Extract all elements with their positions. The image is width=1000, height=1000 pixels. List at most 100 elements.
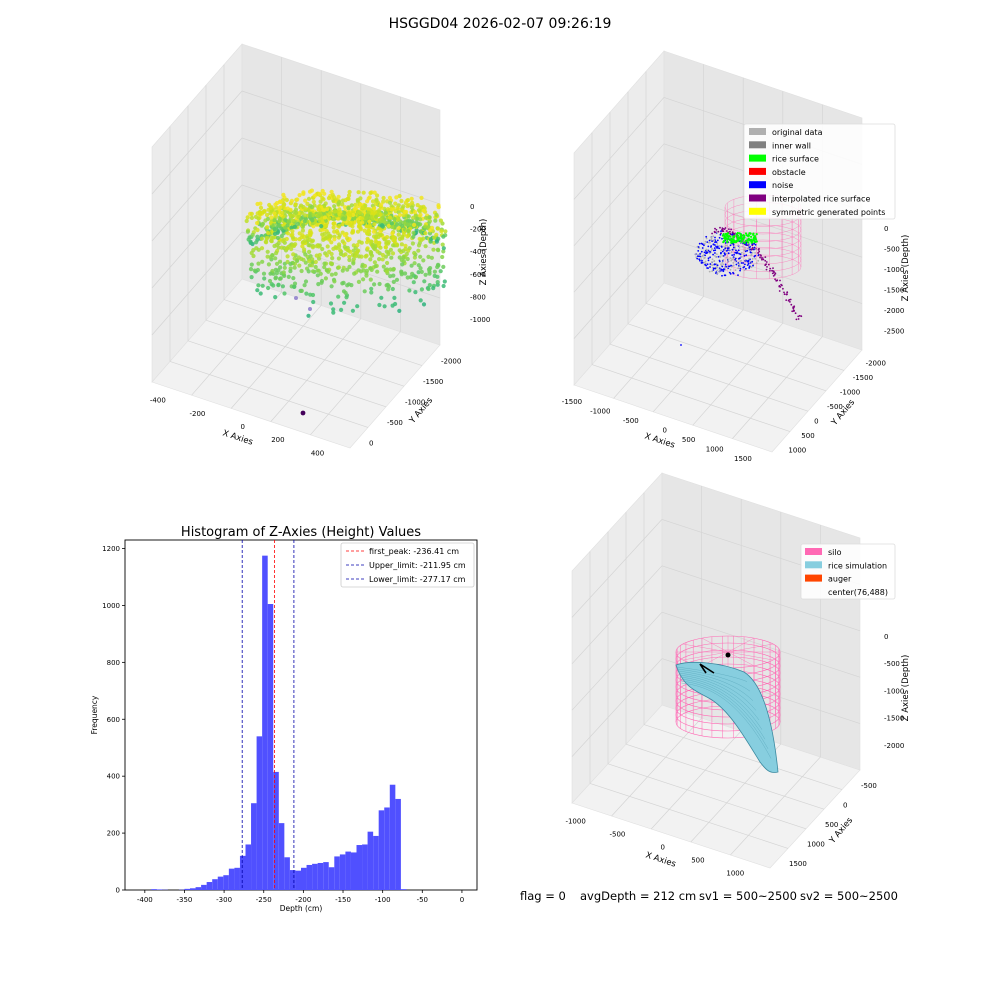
raw-point	[268, 271, 273, 276]
z-tick-label: -400	[470, 248, 486, 256]
raw-point	[390, 251, 396, 256]
raw-point	[278, 276, 283, 281]
raw-point	[277, 223, 282, 228]
y-tick-label: 1000	[788, 447, 806, 455]
interp-point	[789, 298, 792, 301]
noise-point	[732, 246, 735, 249]
y-tick-label: 1500	[789, 860, 807, 868]
raw-point	[358, 225, 363, 231]
noise-point	[728, 271, 731, 274]
noise-point	[752, 264, 754, 267]
x-tick-label: -1000	[590, 407, 610, 415]
raw-point	[435, 264, 440, 270]
raw-point	[284, 197, 289, 203]
raw-point	[300, 410, 306, 416]
raw-point	[312, 193, 317, 198]
noise-point	[748, 265, 751, 268]
interp-point	[772, 275, 775, 277]
histogram-legend: first_peak: -236.41 cm Upper_limit: -211.…	[340, 542, 475, 588]
raw-point	[405, 275, 410, 280]
histogram-bar	[278, 823, 285, 890]
raw-point	[249, 215, 254, 220]
raw-point	[320, 196, 325, 201]
raw-point	[304, 291, 309, 296]
raw-point	[337, 207, 342, 212]
noise-point	[695, 256, 698, 258]
raw-point	[385, 235, 390, 240]
y-tick-label: 800	[107, 659, 120, 667]
interp-point	[772, 267, 774, 269]
grid-line	[571, 611, 663, 711]
noise-point	[754, 257, 757, 260]
raw-point	[332, 279, 337, 284]
raw-point	[289, 246, 294, 252]
raw-point	[416, 270, 421, 275]
histogram-bar	[239, 855, 246, 890]
raw-point	[347, 221, 352, 226]
raw-point	[262, 209, 267, 214]
raw-point	[416, 248, 421, 253]
raw-point	[315, 268, 320, 273]
raw-point	[390, 286, 395, 292]
interp-point	[765, 261, 768, 263]
noise-point	[744, 249, 747, 251]
interp-point	[751, 246, 754, 249]
raw-point	[381, 264, 386, 269]
raw-point	[273, 267, 278, 272]
raw-point	[320, 188, 325, 194]
raw-point	[274, 271, 279, 276]
avg-depth-text: avgDepth = 212 cm	[580, 889, 697, 903]
interp-point	[731, 231, 734, 234]
y-tick-label: -1000	[405, 399, 425, 407]
raw-point	[419, 287, 424, 292]
raw-point	[374, 197, 379, 202]
raw-point	[302, 283, 307, 288]
grid-line	[571, 658, 663, 757]
y-tick-label: 500	[801, 432, 814, 440]
x-tick-label: -200	[190, 410, 206, 418]
raw-point	[276, 241, 281, 246]
interp-point	[730, 228, 732, 231]
raw-point	[261, 271, 267, 276]
raw-point	[407, 222, 412, 227]
rice-surface-point	[722, 237, 726, 240]
legend-label: center(76,488)	[828, 588, 888, 597]
noise-point	[734, 251, 737, 254]
raw-point	[426, 286, 431, 292]
noise-point	[708, 270, 711, 273]
raw-point	[299, 235, 304, 240]
interp-point	[720, 232, 722, 235]
noise-point	[723, 252, 726, 255]
silo-spoke	[727, 643, 774, 653]
raw-point	[326, 196, 332, 201]
raw-point	[406, 228, 411, 234]
interp-point	[788, 298, 791, 301]
raw-point	[434, 212, 439, 217]
x-tick-label: 0	[663, 427, 667, 435]
raw-point	[383, 245, 388, 250]
interp-point	[729, 232, 731, 235]
raw-point	[265, 249, 270, 254]
grid-line	[573, 189, 665, 293]
noise-point	[697, 250, 700, 252]
x-tick-label: 0	[460, 896, 464, 904]
raw-point	[326, 231, 331, 236]
z-tick-label: -2000	[884, 742, 904, 750]
raw-point	[380, 252, 385, 258]
raw-point	[436, 203, 441, 208]
raw-point	[399, 242, 404, 247]
legend-swatch	[805, 548, 822, 555]
noise-point	[727, 258, 730, 261]
interp-point	[790, 303, 793, 306]
grid-line	[151, 184, 243, 289]
noise-point	[754, 243, 757, 246]
rice-mesh-line	[681, 682, 772, 759]
raw-point	[269, 239, 274, 244]
grid-line	[730, 756, 821, 856]
raw-point	[387, 200, 393, 205]
noise-point	[731, 233, 733, 236]
rice-surface-point	[742, 241, 746, 244]
grid-line	[625, 743, 825, 810]
noise-point	[738, 257, 740, 260]
raw-point	[363, 254, 368, 259]
